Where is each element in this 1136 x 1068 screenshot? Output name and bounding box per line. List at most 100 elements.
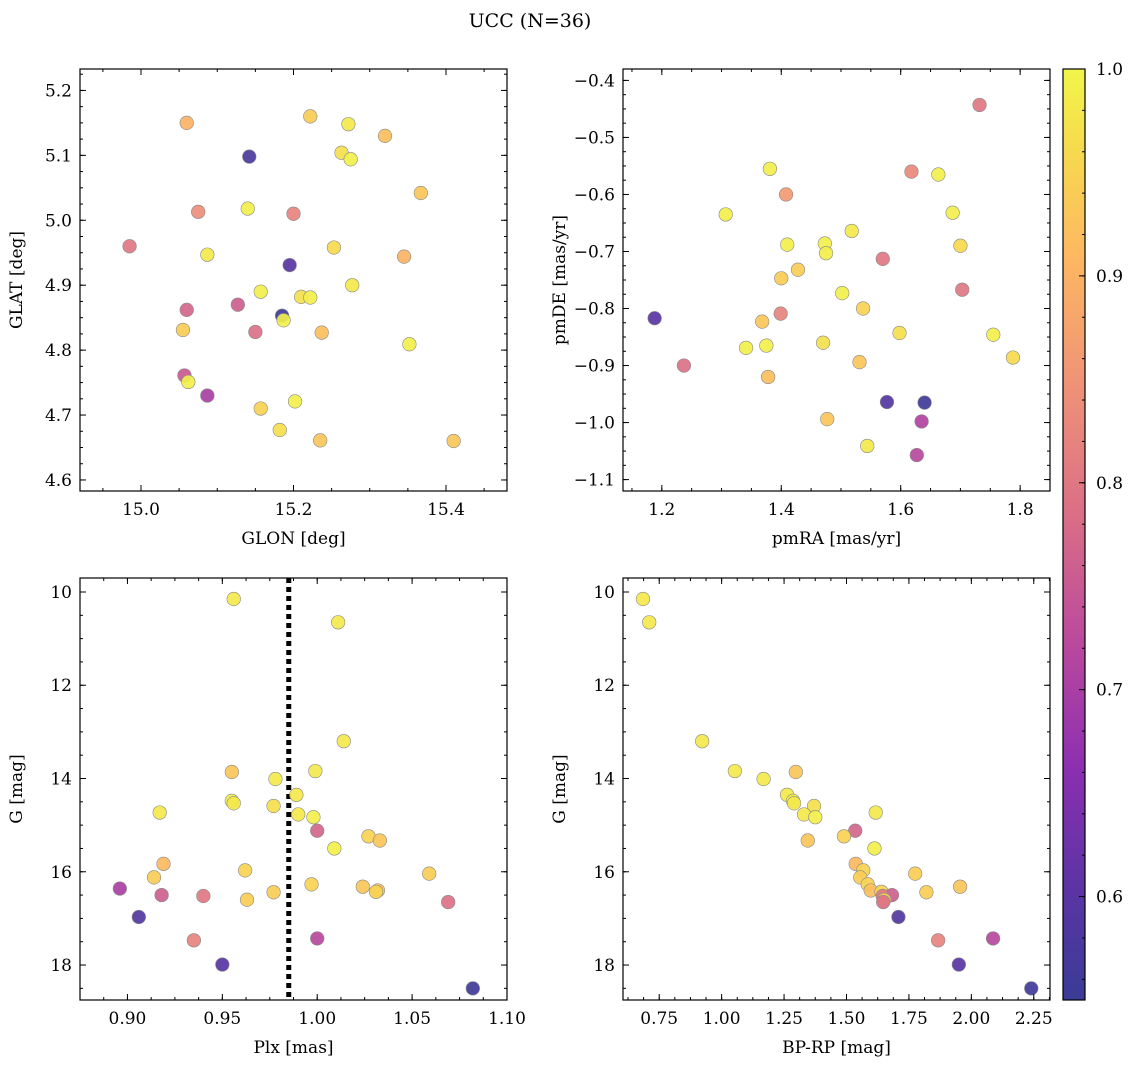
data-point: [986, 327, 1001, 342]
data-point: [1024, 981, 1039, 996]
y-tick-label: 10: [593, 583, 615, 603]
colorbar-tick-label: 0.6: [1096, 888, 1123, 908]
y-tick-label: 12: [593, 676, 615, 696]
data-point: [917, 395, 932, 410]
data-point: [909, 447, 924, 463]
data-point: [945, 205, 960, 220]
y-tick-label: −1.0: [574, 414, 615, 434]
data-point: [152, 805, 167, 820]
data-point: [844, 223, 859, 239]
y-tick-label: 4.6: [45, 471, 72, 491]
data-point: [253, 284, 268, 299]
data-point: [892, 325, 907, 341]
data-point: [879, 394, 895, 410]
data-point: [308, 763, 323, 779]
y-tick-label: 5.1: [45, 146, 72, 166]
data-point: [112, 881, 127, 896]
data-point: [867, 841, 882, 856]
x-tick-label: 15.4: [427, 500, 465, 520]
data-point: [191, 204, 206, 219]
data-point: [446, 433, 461, 449]
y-tick-label: −0.9: [574, 357, 615, 377]
y-axis-label: pmDE [mas/yr]: [550, 215, 570, 345]
colorbar-tick-label: 0.9: [1096, 267, 1123, 287]
data-point: [306, 810, 321, 825]
x-tick-label: 1.10: [488, 1009, 526, 1029]
x-tick-label: 15.2: [275, 500, 313, 520]
y-tick-label: 14: [50, 770, 72, 790]
data-point: [676, 358, 692, 373]
plx-g-panel: 0.90 0.95 1.00 1.05 1.10 10 12 14 16 18 Plx [mas] G…: [7, 577, 526, 1058]
data-point: [287, 394, 303, 409]
y-axis-label: G [mag]: [550, 754, 570, 823]
data-point: [276, 313, 291, 328]
x-tick-label: 1.6: [887, 500, 914, 520]
y-tick-label: 12: [50, 676, 72, 696]
data-point: [788, 764, 803, 780]
data-point: [931, 933, 946, 948]
data-point: [815, 335, 831, 350]
data-point: [242, 149, 257, 164]
data-point: [226, 796, 241, 811]
data-point: [186, 933, 201, 948]
data-point: [341, 117, 356, 132]
data-point: [200, 247, 215, 262]
data-point: [196, 888, 211, 904]
data-point: [330, 615, 346, 630]
data-point: [179, 115, 194, 130]
data-point: [820, 412, 835, 427]
data-point: [156, 856, 171, 871]
data-point: [836, 829, 852, 844]
data-point: [465, 981, 480, 996]
data-point: [200, 388, 215, 403]
data-point: [876, 894, 891, 910]
data-point: [154, 887, 169, 903]
x-tick-label: 1.75: [890, 1009, 928, 1029]
data-point: [240, 201, 255, 216]
data-point: [756, 771, 771, 787]
data-point: [327, 841, 342, 856]
data-point: [413, 185, 428, 201]
data-point: [759, 338, 774, 353]
data-point: [310, 931, 325, 946]
data-point: [226, 591, 241, 607]
data-point: [914, 414, 929, 429]
data-point: [738, 340, 754, 355]
data-point: [441, 894, 456, 910]
data-point: [304, 877, 319, 892]
data-point: [761, 369, 776, 385]
data-point: [313, 433, 328, 448]
x-tick-label: 2.25: [1015, 1009, 1053, 1029]
data-point: [402, 337, 417, 352]
x-tick-label: 0.90: [109, 1009, 147, 1029]
data-point: [343, 152, 358, 167]
y-tick-label: −1.1: [574, 471, 615, 491]
data-point: [875, 251, 890, 266]
bprp-g-panel: 0.75 1.00 1.25 1.50 1.75 2.00 2.25 10 12 14 16 18 BP…: [550, 577, 1053, 1058]
y-tick-label: 4.9: [45, 276, 72, 296]
data-point: [800, 833, 815, 848]
data-point: [635, 591, 651, 607]
data-point: [326, 240, 342, 255]
data-point: [310, 823, 325, 838]
data-point: [919, 885, 934, 900]
data-point: [762, 161, 778, 176]
plot-frame: [622, 577, 1051, 1001]
data-point: [953, 879, 968, 894]
y-tick-label: 4.7: [45, 406, 72, 426]
data-point: [1005, 350, 1021, 365]
data-point: [786, 796, 802, 811]
x-axis-label: Plx [mas]: [253, 1038, 333, 1058]
data-point: [780, 237, 795, 252]
data-point: [336, 734, 351, 749]
x-tick-label: 1.25: [765, 1009, 803, 1029]
data-point: [377, 128, 393, 143]
data-point: [303, 109, 318, 124]
y-tick-label: 14: [593, 770, 615, 790]
x-tick-label: 1.2: [648, 500, 675, 520]
data-point: [951, 957, 966, 972]
data-point: [695, 734, 710, 749]
data-point: [985, 931, 1001, 946]
data-point: [268, 771, 283, 787]
